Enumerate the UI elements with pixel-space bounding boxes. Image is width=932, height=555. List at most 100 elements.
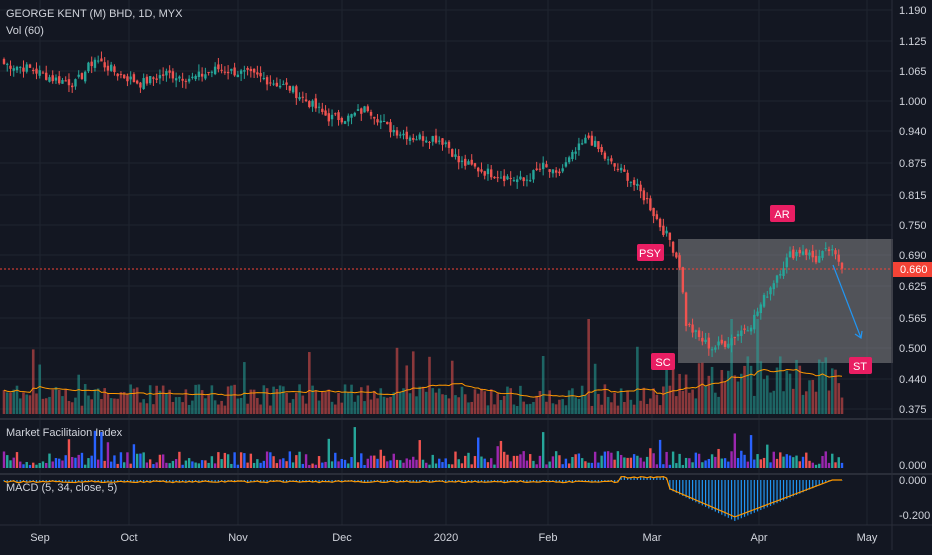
macd-bar bbox=[669, 480, 671, 490]
mfi-bar bbox=[483, 458, 486, 468]
mfi-bar bbox=[129, 463, 132, 468]
mfi-bar bbox=[554, 451, 558, 468]
mfi-bar bbox=[769, 462, 772, 468]
volume-bar bbox=[626, 390, 629, 414]
volume-bar bbox=[753, 395, 756, 414]
mfi-bar bbox=[275, 463, 279, 468]
mfi-bar bbox=[135, 453, 139, 468]
candle-body bbox=[168, 70, 171, 73]
mfi-bar bbox=[470, 464, 473, 468]
candle-body bbox=[288, 85, 292, 91]
mfi-bar bbox=[691, 462, 694, 468]
mfi-bar bbox=[376, 458, 379, 468]
volume-bar bbox=[525, 404, 529, 414]
volume-bar bbox=[220, 400, 223, 414]
volume-bar bbox=[421, 386, 425, 414]
volume-bar bbox=[12, 389, 16, 414]
candle-body bbox=[561, 168, 564, 172]
volume-bars bbox=[2, 319, 844, 414]
mfi-bar bbox=[106, 442, 110, 468]
macd-bar bbox=[133, 480, 135, 483]
candle-body bbox=[707, 337, 711, 349]
mfi-bar bbox=[509, 461, 512, 468]
mfi-bar bbox=[337, 461, 340, 468]
volume-bar bbox=[327, 389, 331, 414]
candle-body bbox=[567, 157, 571, 163]
volume-bar bbox=[710, 366, 714, 414]
macd-bar bbox=[685, 480, 687, 498]
volume-bar bbox=[197, 384, 201, 414]
volume-bar bbox=[139, 402, 142, 414]
volume-bar bbox=[256, 397, 259, 414]
candle-body bbox=[230, 68, 233, 71]
svg-text:SC: SC bbox=[655, 357, 670, 369]
time-axis-ticks: Sep Oct Nov Dec 2020 Feb Mar Apr May bbox=[30, 532, 878, 544]
macd-bar bbox=[272, 480, 275, 482]
macd-bar bbox=[588, 480, 590, 482]
mfi-bar bbox=[272, 456, 275, 468]
mfi-bar bbox=[145, 462, 149, 468]
volume-bar bbox=[87, 395, 90, 414]
mfi-bar bbox=[77, 454, 80, 468]
time-tick-label: Apr bbox=[750, 532, 767, 544]
mfi-bar bbox=[109, 461, 113, 468]
candle-body bbox=[109, 64, 113, 71]
volume-bar bbox=[580, 385, 584, 414]
volume-bar bbox=[762, 379, 766, 414]
mfi-bar bbox=[639, 457, 642, 468]
macd-bar bbox=[701, 480, 703, 506]
mfi-bar bbox=[356, 462, 360, 468]
volume-bar bbox=[275, 388, 279, 414]
time-tick-label: Nov bbox=[228, 532, 248, 544]
volume-bar bbox=[574, 397, 577, 414]
volume-bar bbox=[645, 403, 649, 414]
macd-bar bbox=[399, 480, 401, 482]
candle-body bbox=[376, 119, 379, 123]
candle-body bbox=[454, 154, 457, 157]
volume-bar bbox=[597, 393, 600, 414]
macd-bar bbox=[363, 480, 366, 483]
volume-bar bbox=[324, 391, 327, 414]
volume-bar bbox=[561, 399, 564, 414]
candle-body bbox=[642, 190, 646, 201]
macd-bar bbox=[623, 476, 625, 480]
candle-body bbox=[577, 143, 581, 151]
macd-bar bbox=[6, 480, 8, 483]
volume-bar bbox=[629, 399, 633, 414]
mfi-bar bbox=[171, 460, 175, 468]
volume-bar bbox=[74, 397, 77, 414]
mfi-bar bbox=[100, 431, 103, 468]
macd-bar bbox=[201, 480, 203, 482]
macd-bar bbox=[779, 480, 781, 502]
volume-bar bbox=[541, 355, 545, 414]
candle-body bbox=[645, 198, 649, 200]
candle-body bbox=[736, 334, 740, 337]
macd-bar bbox=[331, 480, 333, 483]
candle-body bbox=[116, 73, 119, 77]
macd-bar bbox=[529, 480, 531, 483]
volume-bar bbox=[470, 401, 474, 414]
mfi-bar bbox=[334, 452, 337, 468]
mfi-bar bbox=[116, 463, 119, 468]
macd-bar bbox=[211, 480, 213, 483]
mfi-bar bbox=[593, 451, 597, 468]
volume-bar bbox=[577, 398, 581, 414]
volume-bar bbox=[301, 395, 305, 414]
volume-bar bbox=[811, 379, 815, 414]
macd-bar bbox=[672, 480, 674, 492]
macd-bar bbox=[750, 480, 752, 515]
mfi-bar bbox=[415, 459, 418, 468]
mfi-bar bbox=[64, 455, 67, 468]
macd-bar bbox=[61, 480, 64, 483]
symbol-title: GEORGE KENT (M) BHD, 1D, MYX bbox=[6, 8, 183, 20]
macd-bar bbox=[808, 480, 811, 490]
candle-body bbox=[503, 175, 506, 182]
candle-body bbox=[308, 101, 311, 108]
candle-body bbox=[522, 177, 525, 182]
mfi-bar bbox=[204, 460, 207, 468]
candle-body bbox=[90, 61, 93, 67]
mfi-bar bbox=[317, 456, 321, 468]
candle-body bbox=[373, 116, 376, 119]
mfi-bar bbox=[148, 459, 152, 468]
volume-bar bbox=[675, 396, 678, 414]
